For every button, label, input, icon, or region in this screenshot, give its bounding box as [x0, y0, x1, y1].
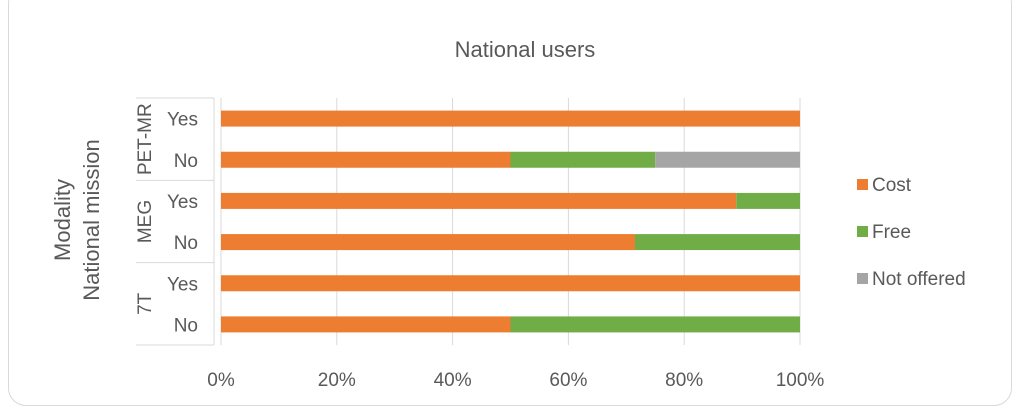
bar-cost	[221, 234, 635, 251]
bar-chart: National users PET-MR Yes No MEG Yes No 7T Yes N…	[50, 37, 966, 391]
bar-not-offered	[655, 151, 800, 168]
bar-cost	[221, 151, 511, 168]
category-label: Yes	[167, 274, 198, 295]
legend-swatch	[857, 273, 868, 284]
gridlines	[220, 98, 801, 345]
legend: Cost Free Not offered	[857, 175, 966, 290]
bar-cost	[221, 110, 800, 127]
y-axis-title-secondary: National mission	[79, 139, 104, 300]
x-tick-label: 40%	[434, 370, 472, 391]
bar-cost	[221, 316, 511, 333]
bar-free	[510, 316, 800, 333]
legend-swatch	[857, 179, 868, 190]
x-tick-label: 80%	[665, 370, 703, 391]
x-tick-label: 100%	[776, 370, 825, 391]
chart-title: National users	[455, 37, 596, 62]
bar-free	[736, 192, 800, 209]
bars	[221, 110, 800, 333]
bar-free	[510, 151, 656, 168]
group-label: PET-MR	[135, 103, 156, 175]
legend-swatch	[857, 226, 868, 237]
bar-cost	[221, 192, 737, 209]
category-axis: PET-MR Yes No MEG Yes No 7T Yes No	[135, 97, 215, 346]
x-tick-label: 60%	[549, 370, 587, 391]
legend-label: Free	[872, 222, 911, 243]
group-label: 7T	[135, 292, 156, 315]
group-label: MEG	[135, 200, 156, 243]
x-tick-label: 0%	[207, 370, 235, 391]
x-axis: 0% 20% 40% 60% 80% 100%	[207, 370, 824, 391]
bar-free	[634, 234, 800, 251]
x-tick-label: 20%	[318, 370, 356, 391]
category-label: No	[174, 233, 198, 254]
category-label: Yes	[167, 192, 198, 213]
legend-label: Cost	[872, 175, 912, 196]
legend-label: Not offered	[872, 269, 966, 290]
category-label: No	[174, 315, 198, 336]
category-label: Yes	[167, 110, 198, 131]
bar-cost	[221, 275, 800, 292]
category-label: No	[174, 151, 198, 172]
y-axis-title: Modality	[50, 179, 75, 261]
